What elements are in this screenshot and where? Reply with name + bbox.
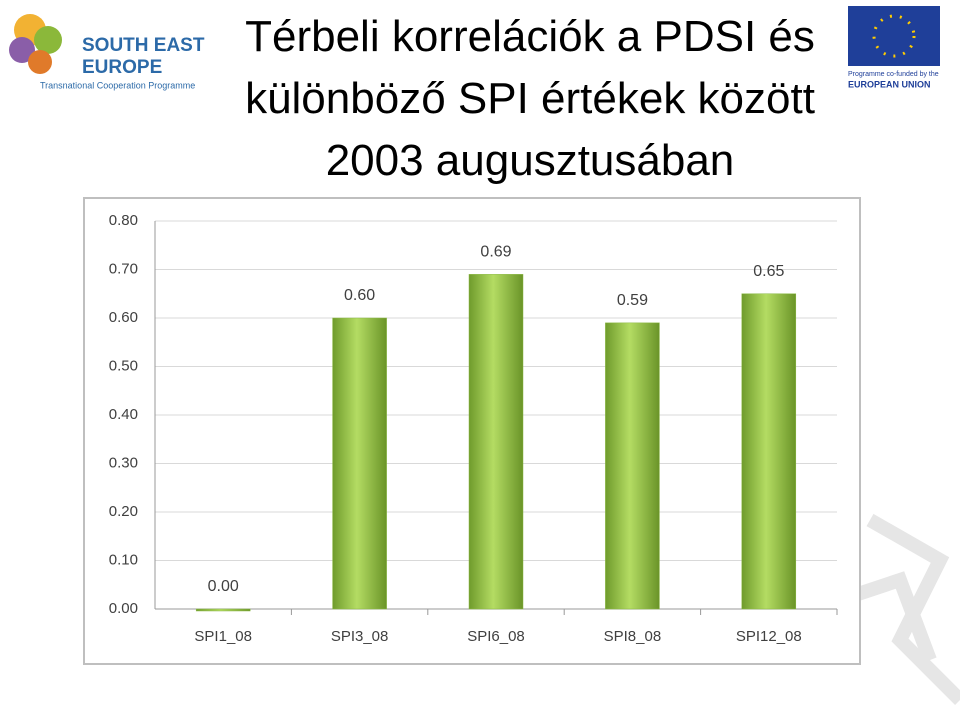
y-tick-label: 0.30 xyxy=(109,454,138,471)
bar xyxy=(741,293,797,610)
chart-title: Térbeli korrelációk a PDSI és különböző … xyxy=(245,12,815,185)
x-tick-label: SPI12_08 xyxy=(736,628,802,645)
logo-text: EUROPEAN UNION xyxy=(848,79,931,89)
y-tick-label: 0.50 xyxy=(109,357,138,374)
value-label: 0.60 xyxy=(344,287,375,304)
value-label: 0.65 xyxy=(753,263,784,280)
value-label: 0.00 xyxy=(208,578,239,595)
x-tick-label: SPI8_08 xyxy=(604,628,662,645)
y-tick-label: 0.60 xyxy=(109,309,138,326)
bar xyxy=(195,608,251,612)
y-tick-label: 0.40 xyxy=(109,406,138,423)
bar xyxy=(468,274,524,610)
logo-left: SOUTH EAST EUROPE Transnational Cooperat… xyxy=(9,14,205,90)
x-tick-label: SPI3_08 xyxy=(331,628,389,645)
logo-text: EUROPE xyxy=(82,57,162,78)
logo-text: SOUTH EAST xyxy=(82,35,205,56)
y-tick-label: 0.70 xyxy=(109,260,138,277)
logo-text: Programme co-funded by the xyxy=(848,71,939,78)
y-tick-label: 0.20 xyxy=(109,503,138,520)
logo-right: Programme co-funded by the EUROPEAN UNIO… xyxy=(848,6,940,89)
y-tick-label: 0.00 xyxy=(109,600,138,617)
bar xyxy=(332,317,387,610)
y-tick-label: 0.10 xyxy=(109,551,138,568)
value-label: 0.69 xyxy=(480,244,511,261)
bar xyxy=(605,322,660,610)
y-tick-label: 0.80 xyxy=(109,212,138,229)
value-label: 0.59 xyxy=(617,292,648,309)
x-tick-label: SPI1_08 xyxy=(194,628,252,645)
logo-text: Transnational Cooperation Programme xyxy=(40,80,195,90)
x-tick-label: SPI6_08 xyxy=(467,628,525,645)
